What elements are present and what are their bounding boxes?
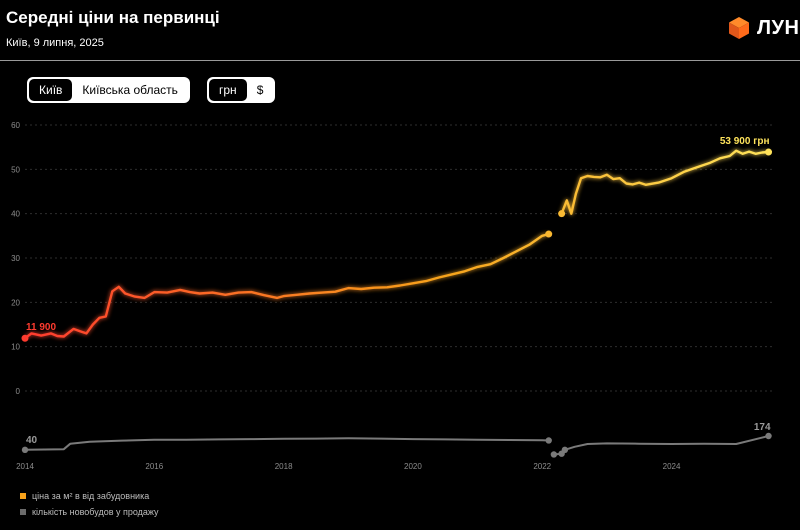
- x-tick-label: 2024: [663, 462, 681, 471]
- x-tick-label: 2014: [16, 462, 34, 471]
- header-divider: [0, 60, 800, 61]
- cube-icon: [729, 17, 749, 39]
- legend-swatch-price: [20, 493, 26, 499]
- count-point: [765, 432, 772, 440]
- count-series-line: [564, 435, 769, 451]
- y-tick-label: 10: [11, 343, 20, 352]
- currency-option-uah[interactable]: грн: [209, 79, 247, 101]
- page-subtitle: Київ, 9 липня, 2025: [6, 37, 104, 49]
- count-point: [550, 451, 558, 458]
- logo-text: ЛУН: [757, 16, 800, 39]
- region-option-kyiv[interactable]: Київ: [29, 79, 73, 101]
- currency-toggle: грн $: [207, 77, 276, 103]
- price-chart: 0 10 20 30 40 50 60 2014 2016 2018 2020 2022 2024 1…: [11, 121, 775, 471]
- legend-item-price: ціна за м² в від забудовника: [20, 488, 159, 504]
- y-tick-label: 60: [11, 121, 20, 130]
- currency-option-usd[interactable]: $: [256, 83, 264, 97]
- price-start-label: 11 900: [26, 322, 56, 333]
- chart-legend: ціна за м² в від забудовника кількість н…: [20, 488, 159, 520]
- count-point: [21, 446, 29, 454]
- price-end-label: 53 900 грн: [720, 136, 770, 147]
- price-point: [545, 230, 553, 238]
- y-tick-label: 0: [16, 387, 21, 396]
- y-tick-label: 20: [11, 298, 20, 307]
- price-series-line: [560, 149, 769, 215]
- price-point: [558, 210, 566, 218]
- price-point: [21, 334, 29, 342]
- legend-label-count: кількість новобудов у продажу: [32, 507, 159, 517]
- y-tick-label: 30: [11, 254, 20, 263]
- page-title: Середні ціни на первинці: [6, 8, 220, 27]
- x-tick-label: 2018: [275, 462, 293, 471]
- legend-label-price: ціна за м² в від забудовника: [32, 491, 150, 501]
- y-tick-label: 40: [11, 210, 20, 219]
- count-series-line: [24, 437, 549, 451]
- count-end-label: 174: [754, 422, 771, 433]
- x-tick-label: 2016: [145, 462, 163, 471]
- lun-logo: ЛУН: [727, 16, 799, 40]
- count-point: [545, 437, 552, 444]
- legend-swatch-count: [20, 509, 26, 515]
- legend-item-count: кількість новобудов у продажу: [20, 504, 159, 520]
- region-option-kyiv-oblast[interactable]: Київська область: [82, 83, 178, 97]
- region-toggle: Київ Київська область: [27, 77, 190, 103]
- count-point: [561, 446, 569, 454]
- count-start-label: 40: [26, 435, 38, 446]
- price-point: [765, 148, 773, 156]
- header: Середні ціни на первинці Київ, 9 липня, …: [0, 0, 800, 61]
- x-tick-label: 2020: [404, 462, 422, 471]
- x-tick-label: 2022: [533, 462, 551, 471]
- price-series-line: [24, 232, 550, 340]
- y-tick-label: 50: [11, 165, 20, 174]
